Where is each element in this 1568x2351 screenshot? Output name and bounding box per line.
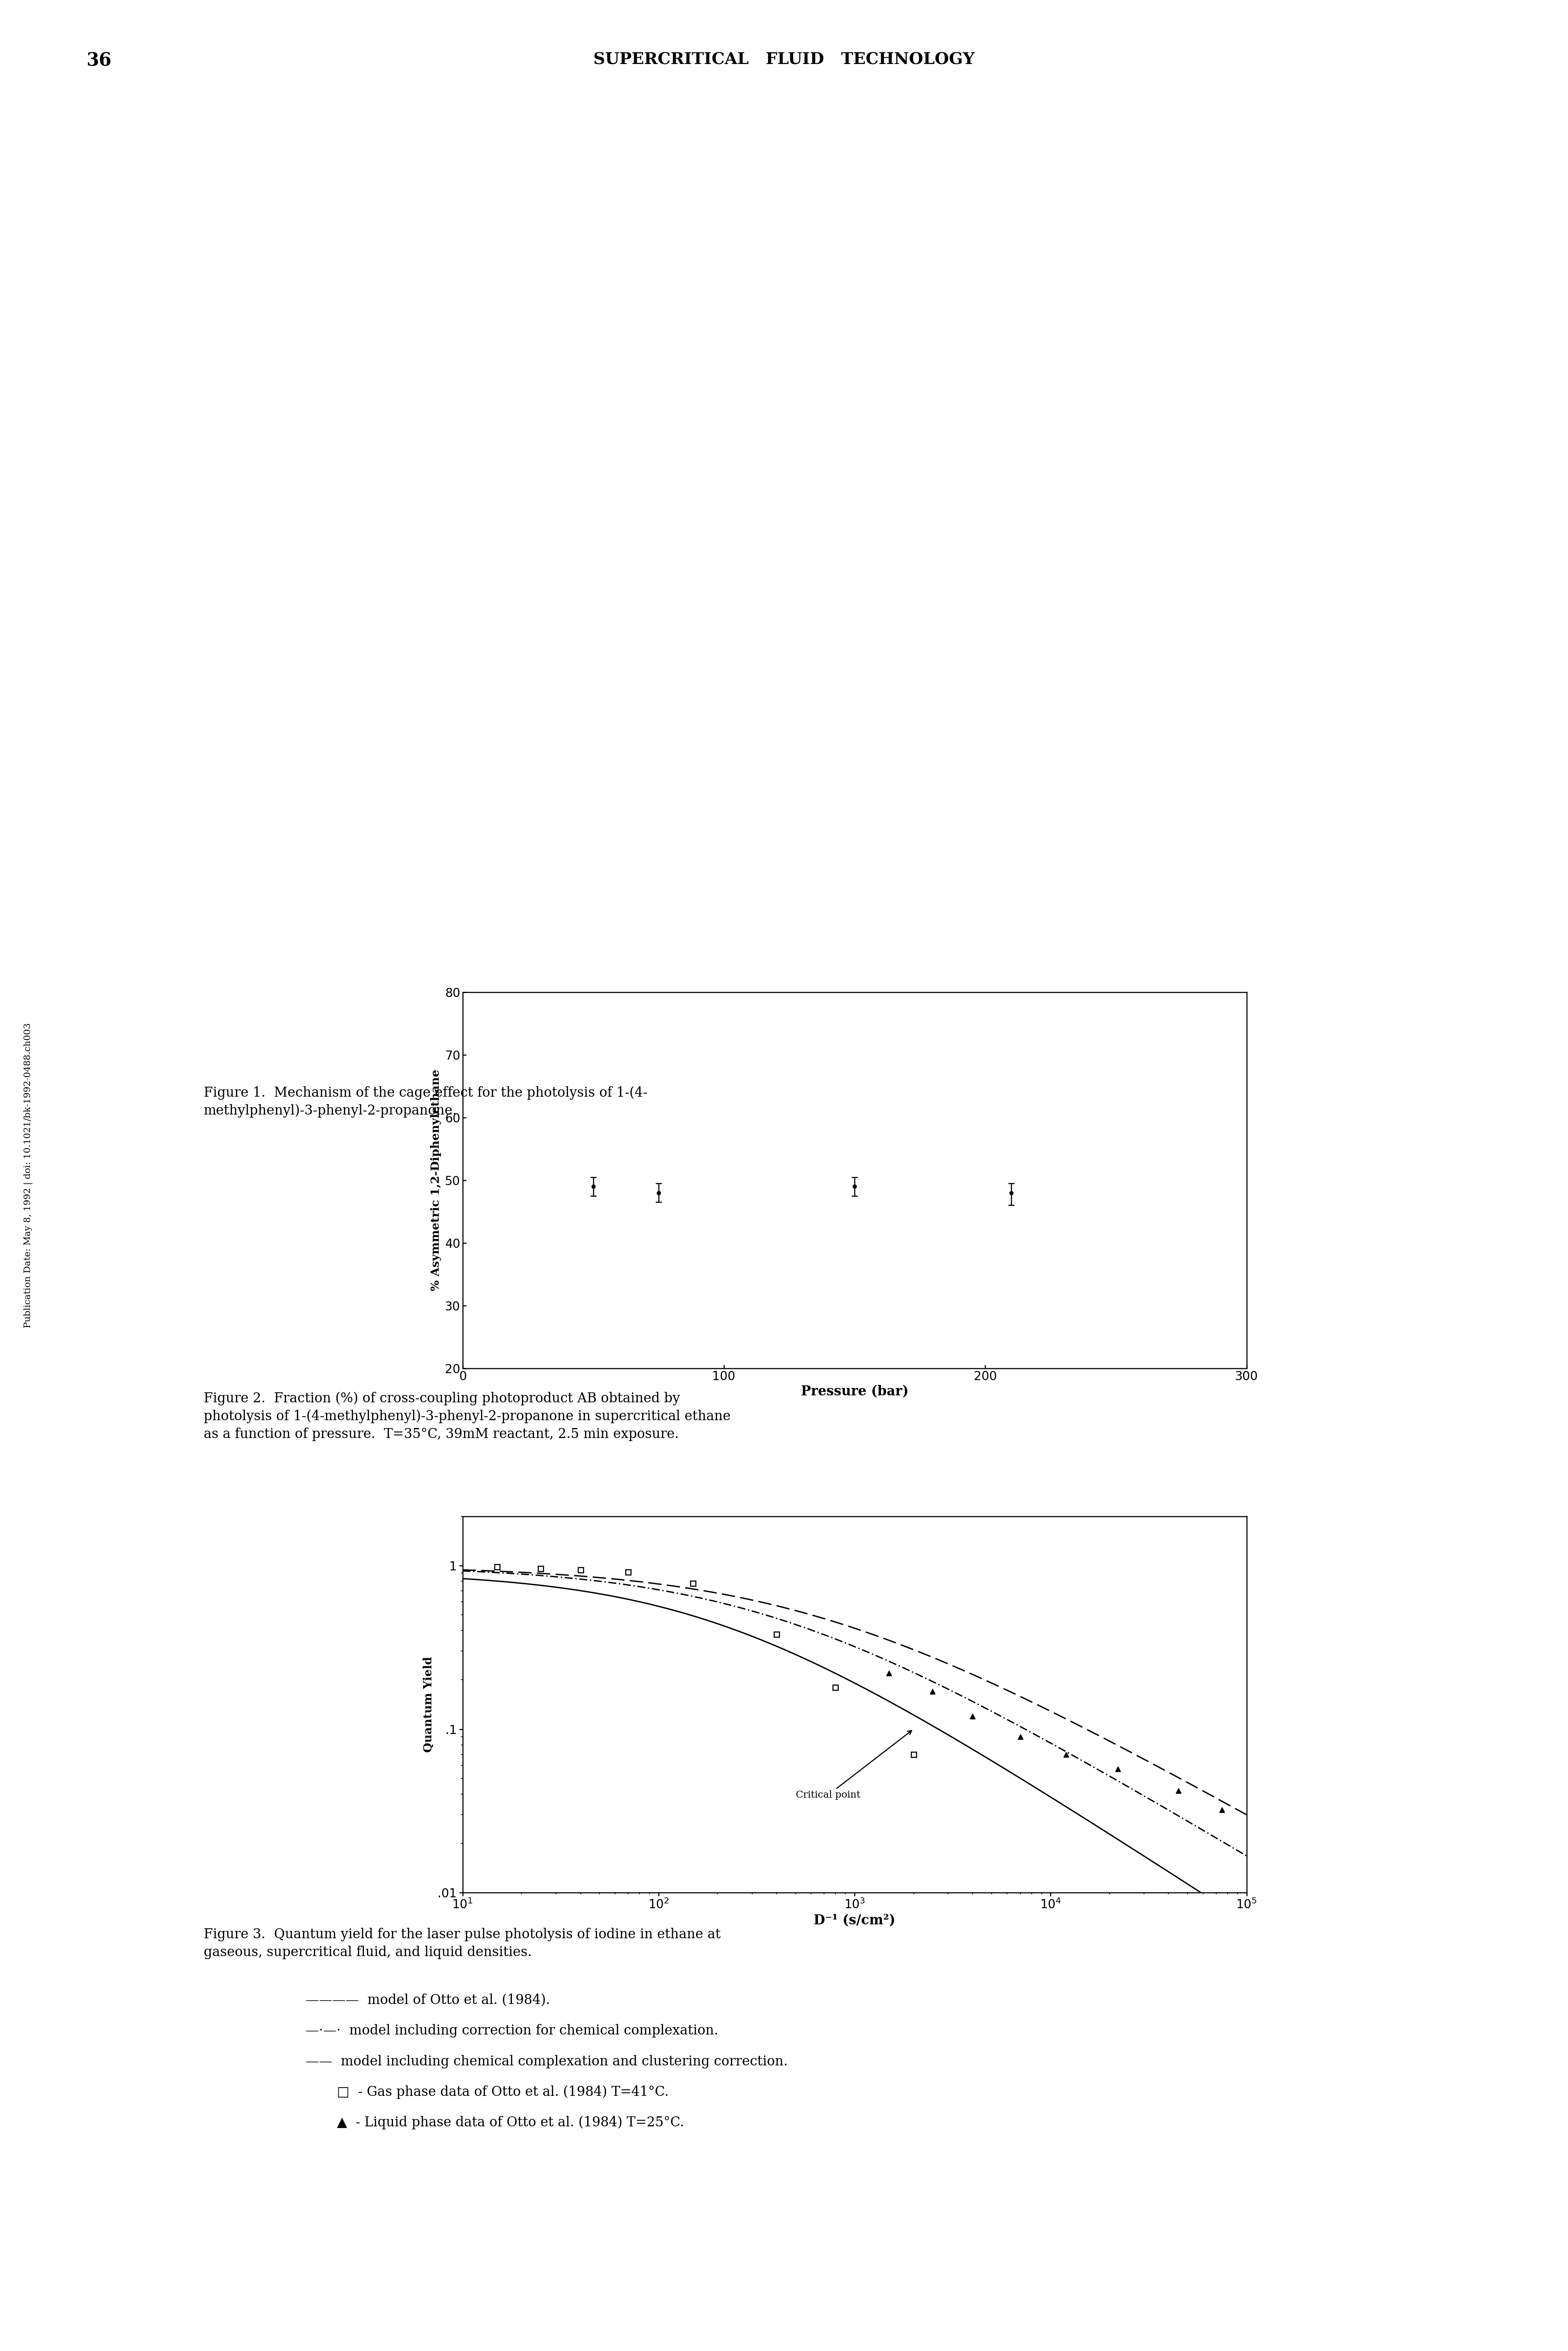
Text: 36: 36 — [86, 52, 111, 71]
Text: ————  model of Otto et al. (1984).: ———— model of Otto et al. (1984). — [306, 1994, 550, 2008]
Text: Publication Date: May 8, 1992 | doi: 10.1021/bk-1992-0488.ch003: Publication Date: May 8, 1992 | doi: 10.… — [24, 1023, 33, 1328]
X-axis label: D⁻¹ (s/cm²): D⁻¹ (s/cm²) — [814, 1914, 895, 1928]
Y-axis label: Quantum Yield: Quantum Yield — [423, 1657, 434, 1751]
Text: Figure 3.  Quantum yield for the laser pulse photolysis of iodine in ethane at
g: Figure 3. Quantum yield for the laser pu… — [204, 1928, 721, 1958]
Text: Figure 1.  Mechanism of the cage effect for the photolysis of 1-(4-
methylphenyl: Figure 1. Mechanism of the cage effect f… — [204, 1086, 648, 1117]
Text: Figure 2.  Fraction (%) of cross-coupling photoproduct AB obtained by
photolysis: Figure 2. Fraction (%) of cross-coupling… — [204, 1392, 731, 1441]
Text: SUPERCRITICAL   FLUID   TECHNOLOGY: SUPERCRITICAL FLUID TECHNOLOGY — [593, 52, 975, 68]
Text: Critical point: Critical point — [795, 1730, 911, 1801]
Text: —·—·  model including correction for chemical complexation.: —·—· model including correction for chem… — [306, 2024, 718, 2038]
Text: □  - Gas phase data of Otto et al. (1984) T=41°C.: □ - Gas phase data of Otto et al. (1984)… — [337, 2085, 670, 2099]
Text: ——  model including chemical complexation and clustering correction.: —— model including chemical complexation… — [306, 2055, 789, 2069]
X-axis label: Pressure (bar): Pressure (bar) — [801, 1385, 908, 1399]
Text: ▲  - Liquid phase data of Otto et al. (1984) T=25°C.: ▲ - Liquid phase data of Otto et al. (19… — [337, 2116, 684, 2130]
Y-axis label: % Asymmetric 1,2-Diphenylethane: % Asymmetric 1,2-Diphenylethane — [431, 1070, 441, 1291]
